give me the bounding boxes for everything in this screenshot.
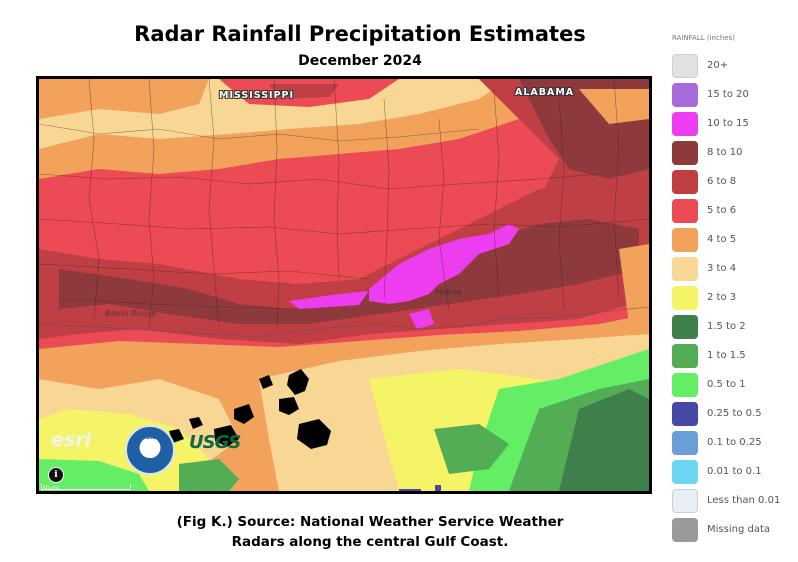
legend-label: 20+ [707, 60, 729, 71]
legend-swatch [672, 460, 698, 484]
legend-label: 2 to 3 [707, 292, 737, 303]
scale-bar [41, 484, 131, 490]
legend-item: 3 to 4 [672, 257, 792, 281]
legend-label: Less than 0.01 [707, 495, 781, 506]
map-title: Radar Rainfall Precipitation Estimates [134, 22, 586, 46]
legend-label: Missing data [707, 524, 770, 535]
legend-swatch [672, 286, 698, 310]
legend-item: Missing data [672, 518, 792, 542]
legend-item: 5 to 6 [672, 199, 792, 223]
scale-bar-label: 30 mi [42, 485, 60, 492]
caption-line-1: (Fig K.) Source: National Weather Servic… [176, 514, 564, 530]
legend-label: 0.1 to 0.25 [707, 437, 762, 448]
legend-item: 15 to 20 [672, 83, 792, 107]
legend-swatch [672, 373, 698, 397]
legend-swatch [672, 54, 698, 78]
legend-swatch [672, 228, 698, 252]
rainfall-map[interactable]: MISSISSIPPI ALABAMA Baton Rouge Mobile e… [36, 76, 652, 494]
legend-swatch [672, 83, 698, 107]
legend-swatch [672, 199, 698, 223]
legend-swatch [672, 170, 698, 194]
legend-label: 0.01 to 0.1 [707, 466, 762, 477]
figure-caption: (Fig K.) Source: National Weather Servic… [160, 512, 580, 552]
legend-swatch [672, 402, 698, 426]
legend-swatch [672, 315, 698, 339]
map-subtitle: December 2024 [298, 53, 422, 69]
legend-item: 0.5 to 1 [672, 373, 792, 397]
legend-item: 0.1 to 0.25 [672, 431, 792, 455]
legend-swatch [672, 112, 698, 136]
legend-item: 0.25 to 0.5 [672, 402, 792, 426]
legend-swatch [672, 518, 698, 542]
legend-item: Less than 0.01 [672, 489, 792, 513]
legend-item: 10 to 15 [672, 112, 792, 136]
legend-label: 8 to 10 [707, 147, 743, 158]
legend-item: 8 to 10 [672, 141, 792, 165]
legend-item: 0.01 to 0.1 [672, 460, 792, 484]
legend-swatch [672, 489, 698, 513]
city-label-mobile: Mobile [435, 288, 462, 297]
legend-label: 10 to 15 [707, 118, 749, 129]
legend-label: 0.25 to 0.5 [707, 408, 762, 419]
state-label-alabama: ALABAMA [515, 87, 575, 98]
legend-item: 2 to 3 [672, 286, 792, 310]
legend-label: 5 to 6 [707, 205, 737, 216]
caption-line-2: Radars along the central Gulf Coast. [231, 534, 509, 550]
legend-label: 6 to 8 [707, 176, 737, 187]
legend-swatch [672, 431, 698, 455]
noaa-logo: NOAA [125, 425, 175, 475]
rainfall-raster [39, 79, 649, 491]
legend-swatch [672, 257, 698, 281]
city-label-baton-rouge: Baton Rouge [105, 309, 157, 318]
legend-item: 6 to 8 [672, 170, 792, 194]
legend-swatch [672, 344, 698, 368]
esri-logo: esri [51, 429, 92, 451]
legend-label: 1.5 to 2 [707, 321, 746, 332]
legend-label: 4 to 5 [707, 234, 737, 245]
legend-item: 1 to 1.5 [672, 344, 792, 368]
legend-label: 3 to 4 [707, 263, 737, 274]
legend-item: 20+ [672, 54, 792, 78]
legend-item: 4 to 5 [672, 228, 792, 252]
legend-label: 15 to 20 [707, 89, 749, 100]
state-label-mississippi: MISSISSIPPI [219, 90, 295, 101]
legend-title: RAINFALL (inches) [672, 34, 735, 42]
legend-label: 1 to 1.5 [707, 350, 746, 361]
usgs-logo: USGS [189, 432, 241, 453]
legend-label: 0.5 to 1 [707, 379, 746, 390]
legend-swatch [672, 141, 698, 165]
info-icon[interactable]: i [48, 467, 64, 483]
legend-item: 1.5 to 2 [672, 315, 792, 339]
